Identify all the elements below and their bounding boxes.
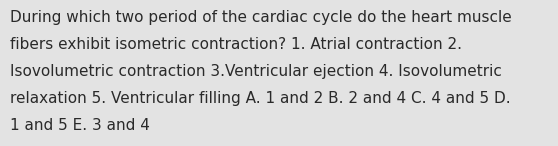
Text: fibers exhibit isometric contraction? 1. Atrial contraction 2.: fibers exhibit isometric contraction? 1.… <box>10 37 462 52</box>
Text: 1 and 5 E. 3 and 4: 1 and 5 E. 3 and 4 <box>10 118 150 133</box>
Text: Isovolumetric contraction 3.Ventricular ejection 4. Isovolumetric: Isovolumetric contraction 3.Ventricular … <box>10 64 502 79</box>
Text: During which two period of the cardiac cycle do the heart muscle: During which two period of the cardiac c… <box>10 10 512 25</box>
Text: relaxation 5. Ventricular filling A. 1 and 2 B. 2 and 4 C. 4 and 5 D.: relaxation 5. Ventricular filling A. 1 a… <box>10 91 511 106</box>
